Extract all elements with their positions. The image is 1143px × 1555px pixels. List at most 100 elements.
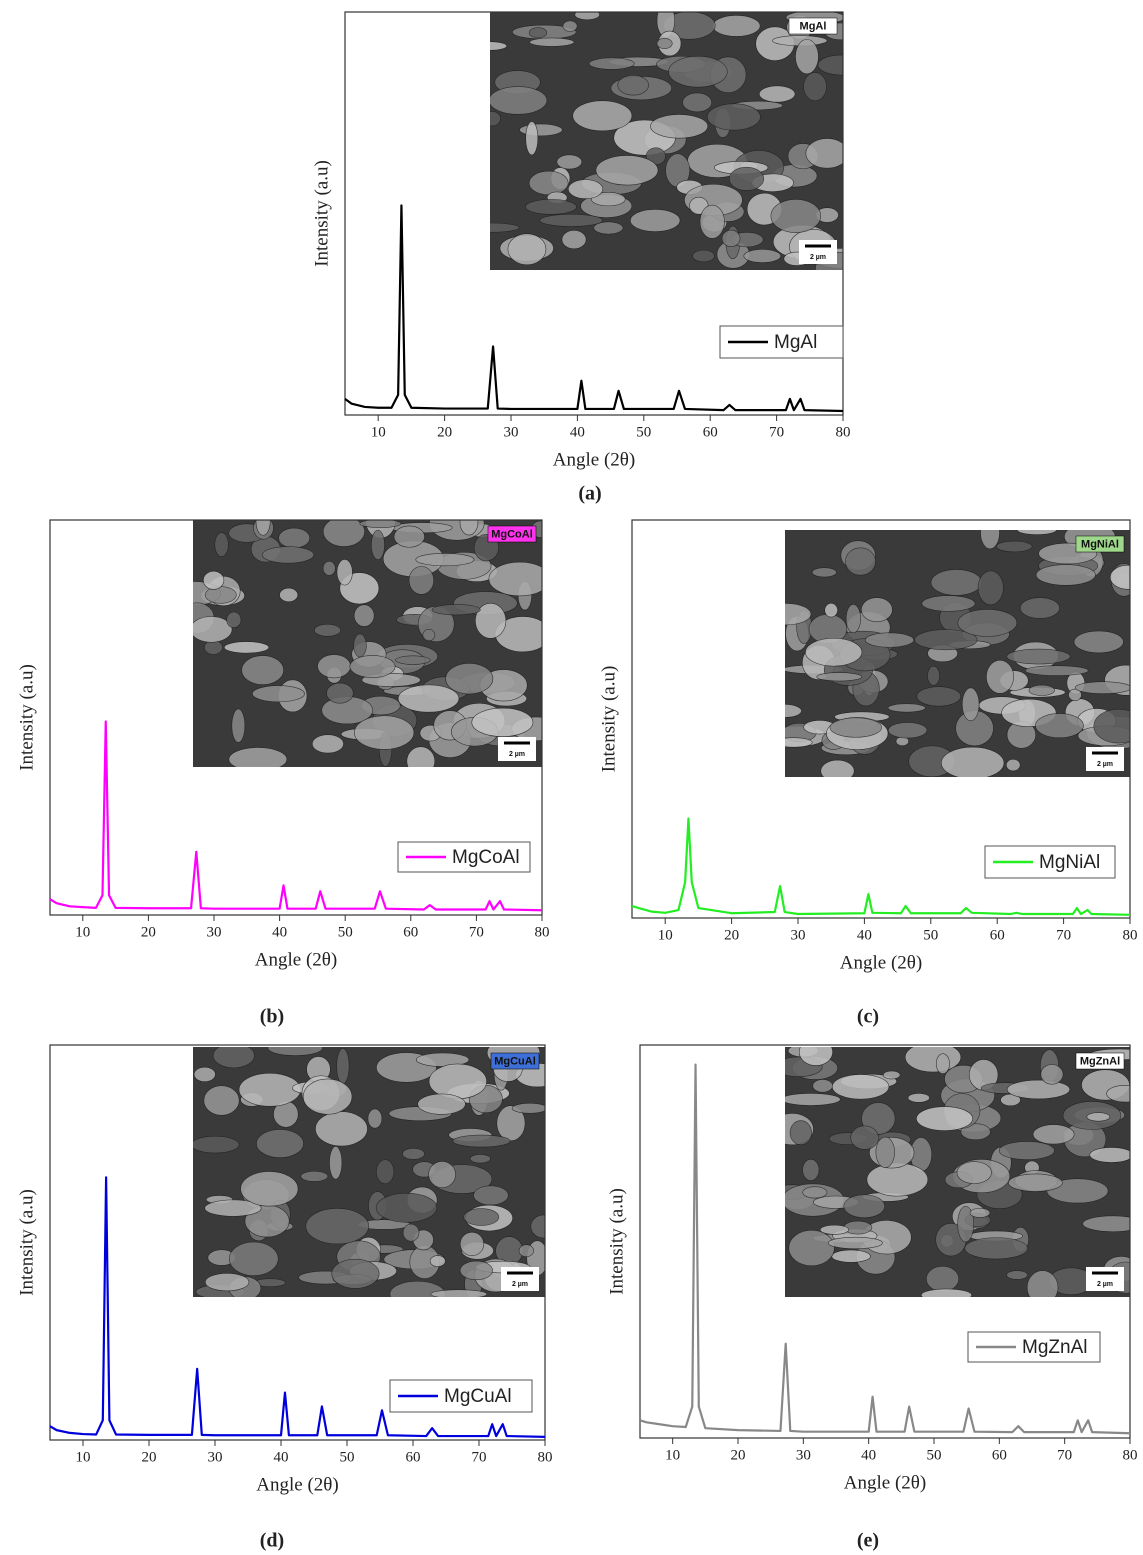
sem-texture bbox=[312, 735, 343, 753]
sem-texture bbox=[562, 230, 586, 248]
x-tick-label: 10 bbox=[371, 424, 386, 440]
sem-texture bbox=[876, 1137, 895, 1168]
sem-texture bbox=[707, 104, 760, 130]
sem-texture bbox=[828, 1237, 882, 1249]
sem-texture bbox=[526, 121, 538, 155]
sem-texture bbox=[194, 1067, 215, 1082]
sem-texture bbox=[409, 566, 434, 594]
sem-texture bbox=[1110, 565, 1143, 589]
sem-texture bbox=[432, 604, 480, 614]
sem-texture bbox=[190, 617, 232, 643]
sem-texture bbox=[1087, 1113, 1110, 1122]
sem-texture bbox=[970, 1208, 990, 1217]
sem-texture bbox=[540, 214, 603, 226]
sem-texture bbox=[327, 683, 354, 703]
sem-texture bbox=[268, 1041, 323, 1056]
sem-texture bbox=[252, 686, 304, 702]
x-tick-label: 60 bbox=[990, 927, 1005, 943]
sem-texture bbox=[812, 568, 836, 577]
sem-texture bbox=[430, 1256, 445, 1267]
x-tick-label: 70 bbox=[472, 1449, 487, 1465]
sem-texture bbox=[453, 1135, 510, 1147]
x-tick-label: 30 bbox=[796, 1447, 811, 1463]
x-tick-label: 80 bbox=[1123, 1447, 1138, 1463]
sem-texture bbox=[618, 75, 649, 95]
sem-texture bbox=[512, 1103, 547, 1113]
sem-texture bbox=[525, 199, 576, 214]
sem-texture bbox=[531, 1215, 556, 1238]
sem-texture bbox=[926, 1266, 958, 1291]
sem-texture bbox=[573, 101, 632, 131]
sem-texture bbox=[398, 685, 459, 712]
sem-texture bbox=[803, 1187, 827, 1198]
x-axis-label: Angle (2θ) bbox=[256, 1474, 338, 1495]
sem-texture bbox=[354, 605, 374, 627]
sem-texture bbox=[484, 111, 501, 126]
sem-texture bbox=[519, 1245, 534, 1257]
sem-texture bbox=[916, 1107, 972, 1131]
scale-label: 2 µm bbox=[509, 751, 525, 758]
sem-texture bbox=[1007, 1271, 1028, 1280]
x-tick-label: 80 bbox=[1123, 927, 1138, 943]
sem-texture bbox=[986, 660, 1013, 693]
sem-texture bbox=[1033, 1125, 1074, 1145]
sem-image bbox=[760, 517, 1143, 782]
sem-texture bbox=[337, 1048, 349, 1083]
sem-texture bbox=[713, 15, 761, 36]
sem-texture bbox=[429, 1161, 456, 1187]
sem-texture bbox=[790, 1121, 812, 1145]
sem-texture bbox=[759, 86, 795, 102]
inset-label: MgNiAl bbox=[1081, 538, 1119, 550]
sem-texture bbox=[888, 723, 927, 739]
sem-texture bbox=[981, 517, 1000, 549]
sem-texture bbox=[927, 666, 939, 685]
sem-texture bbox=[332, 1259, 379, 1288]
x-tick-label: 20 bbox=[141, 924, 156, 940]
sem-texture bbox=[888, 704, 925, 712]
x-tick-label: 70 bbox=[1056, 927, 1071, 943]
sem-texture bbox=[460, 510, 478, 535]
sem-texture bbox=[306, 1208, 369, 1244]
inset-label: MgCuAl bbox=[494, 1055, 536, 1067]
sem-texture bbox=[314, 624, 340, 636]
sem-texture bbox=[1075, 682, 1131, 694]
sem-texture bbox=[394, 526, 425, 547]
sem-texture bbox=[832, 1074, 889, 1099]
sem-texture bbox=[317, 655, 350, 678]
sem-texture bbox=[957, 1162, 991, 1184]
sem-texture bbox=[917, 687, 961, 707]
sem-texture bbox=[530, 38, 575, 46]
sem-texture bbox=[256, 1129, 303, 1157]
x-tick-label: 60 bbox=[992, 1447, 1007, 1463]
sem-texture bbox=[418, 1094, 466, 1114]
sem-texture bbox=[1020, 598, 1059, 619]
x-tick-label: 40 bbox=[274, 1449, 289, 1465]
sem-texture bbox=[423, 629, 435, 640]
sem-texture bbox=[416, 553, 474, 565]
inset-label: MgCoAl bbox=[491, 528, 533, 540]
sem-texture bbox=[820, 1225, 849, 1234]
sem-texture bbox=[650, 114, 707, 138]
sem-texture bbox=[1090, 1147, 1133, 1162]
sem-texture bbox=[403, 1148, 425, 1159]
x-tick-label: 50 bbox=[923, 927, 938, 943]
x-tick-label: 60 bbox=[406, 1449, 421, 1465]
sem-texture bbox=[360, 520, 401, 528]
sem-texture bbox=[1007, 1080, 1070, 1099]
sem-texture bbox=[1041, 1064, 1063, 1084]
sem-texture bbox=[799, 1038, 832, 1065]
scale-label: 2 µm bbox=[810, 254, 826, 261]
sem-texture bbox=[844, 1195, 885, 1218]
sem-texture bbox=[354, 634, 367, 657]
panel-label: (d) bbox=[260, 1530, 284, 1552]
sem-texture bbox=[280, 588, 298, 602]
sem-texture bbox=[769, 704, 802, 717]
sem-texture bbox=[921, 1289, 972, 1301]
sem-texture bbox=[657, 38, 672, 48]
sem-texture bbox=[803, 1159, 819, 1180]
scale-label: 2 µm bbox=[1097, 761, 1113, 768]
x-axis-label: Angle (2θ) bbox=[553, 449, 635, 470]
x-tick-label: 60 bbox=[703, 424, 718, 440]
sem-texture bbox=[630, 209, 680, 231]
sem-texture bbox=[563, 21, 577, 32]
